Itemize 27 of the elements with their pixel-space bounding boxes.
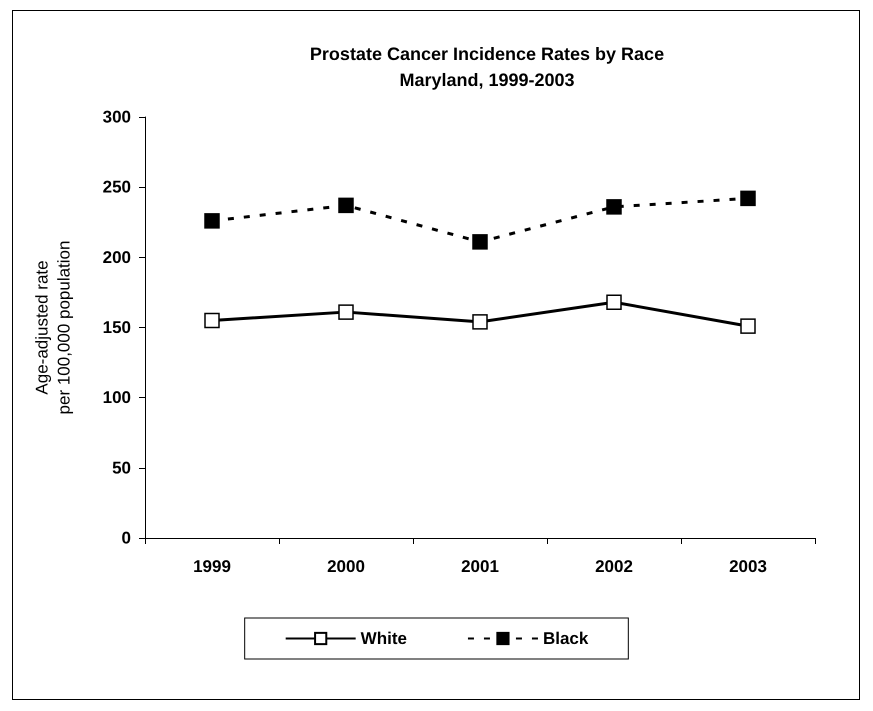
y-tick-label: 300	[102, 108, 131, 126]
point	[338, 198, 354, 214]
point	[472, 314, 488, 330]
point	[204, 213, 220, 229]
point	[606, 294, 622, 310]
point	[740, 318, 756, 334]
y-axis-title: Age-adjusted rate per 100,000 population	[32, 240, 74, 414]
point	[472, 234, 488, 250]
legend-label: Black	[542, 629, 589, 648]
x-tick-label: 2003	[729, 557, 767, 576]
x-tick-label: 2002	[595, 557, 633, 576]
y-tick-label: 0	[122, 528, 131, 548]
x-tick-label: 1999	[193, 557, 231, 576]
x-tick-label: 2000	[327, 557, 365, 576]
chart-subtitle: Maryland, 1999-2003	[399, 70, 575, 90]
y-tick-label: 150	[102, 318, 131, 337]
chart-title: Prostate Cancer Incidence Rates by Race	[310, 44, 664, 64]
point	[338, 304, 354, 320]
point	[606, 199, 622, 215]
y-tick-label: 50	[112, 458, 131, 478]
point	[740, 190, 756, 206]
y-tick-label: 100	[102, 388, 131, 408]
y-tick-label: 250	[102, 178, 131, 197]
point	[204, 312, 220, 328]
legend-label: White	[360, 629, 407, 648]
x-tick-label: 2001	[461, 557, 499, 576]
y-tick-label: 200	[102, 248, 131, 267]
